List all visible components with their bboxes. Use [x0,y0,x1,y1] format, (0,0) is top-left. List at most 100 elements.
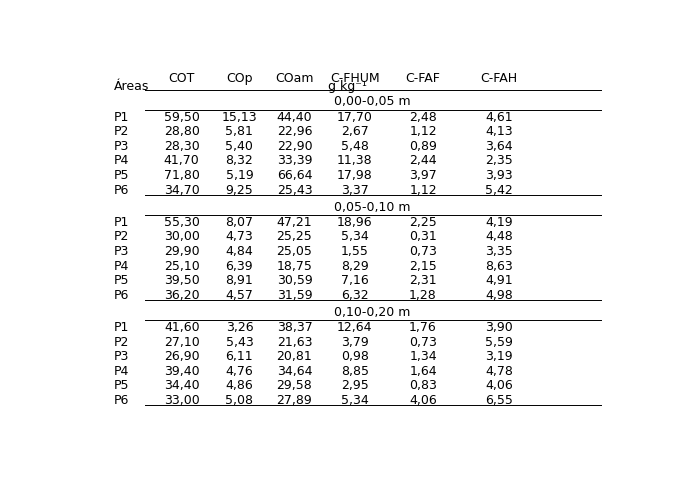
Text: 25,25: 25,25 [277,230,312,244]
Text: P2: P2 [114,230,129,244]
Text: 1,12: 1,12 [409,184,437,196]
Text: C-FHUM: C-FHUM [330,72,380,85]
Text: 25,43: 25,43 [277,184,312,196]
Text: 2,25: 2,25 [409,216,437,229]
Text: 2,48: 2,48 [409,111,437,124]
Text: 5,34: 5,34 [341,230,369,244]
Text: 34,64: 34,64 [277,365,312,378]
Text: 1,76: 1,76 [409,321,437,334]
Text: 4,98: 4,98 [485,289,513,301]
Text: P2: P2 [114,335,129,349]
Text: 0,73: 0,73 [409,245,437,258]
Text: P4: P4 [114,155,129,167]
Text: 1,28: 1,28 [409,289,437,301]
Text: 26,90: 26,90 [164,350,200,363]
Text: 8,07: 8,07 [225,216,253,229]
Text: 5,59: 5,59 [485,335,513,349]
Text: 4,84: 4,84 [225,245,253,258]
Text: P5: P5 [114,379,129,392]
Text: 3,35: 3,35 [485,245,513,258]
Text: 5,40: 5,40 [225,140,253,153]
Text: 6,32: 6,32 [341,289,369,301]
Text: P6: P6 [114,289,129,301]
Text: 2,35: 2,35 [485,155,513,167]
Text: 0,00-0,05 m: 0,00-0,05 m [334,95,410,109]
Text: 18,96: 18,96 [337,216,372,229]
Text: 8,85: 8,85 [341,365,369,378]
Text: P5: P5 [114,274,129,287]
Text: 18,75: 18,75 [277,260,312,273]
Text: P6: P6 [114,394,129,407]
Text: 0,73: 0,73 [409,335,437,349]
Text: 2,31: 2,31 [409,274,437,287]
Text: 28,80: 28,80 [164,125,200,138]
Text: 27,89: 27,89 [277,394,312,407]
Text: 33,00: 33,00 [164,394,200,407]
Text: 5,48: 5,48 [341,140,369,153]
Text: g kg⁻¹: g kg⁻¹ [328,80,366,93]
Text: 0,10-0,20 m: 0,10-0,20 m [334,306,410,319]
Text: 15,13: 15,13 [221,111,257,124]
Text: 0,83: 0,83 [409,379,437,392]
Text: 7,16: 7,16 [341,274,369,287]
Text: C-FAH: C-FAH [481,72,518,85]
Text: 17,70: 17,70 [337,111,373,124]
Text: 4,19: 4,19 [485,216,513,229]
Text: 5,19: 5,19 [225,169,253,182]
Text: 71,80: 71,80 [164,169,200,182]
Text: 1,64: 1,64 [409,365,437,378]
Text: 17,98: 17,98 [337,169,373,182]
Text: 5,43: 5,43 [225,335,253,349]
Text: 30,00: 30,00 [164,230,200,244]
Text: 0,05-0,10 m: 0,05-0,10 m [334,201,410,214]
Text: 36,20: 36,20 [164,289,200,301]
Text: 3,79: 3,79 [341,335,369,349]
Text: 2,44: 2,44 [409,155,437,167]
Text: 4,78: 4,78 [485,365,513,378]
Text: 28,30: 28,30 [164,140,200,153]
Text: P1: P1 [114,216,129,229]
Text: 4,48: 4,48 [485,230,513,244]
Text: 34,70: 34,70 [164,184,200,196]
Text: 39,50: 39,50 [164,274,200,287]
Text: 29,58: 29,58 [277,379,312,392]
Text: 38,37: 38,37 [277,321,312,334]
Text: 3,19: 3,19 [485,350,513,363]
Text: 3,37: 3,37 [341,184,369,196]
Text: 4,13: 4,13 [485,125,513,138]
Text: 2,67: 2,67 [341,125,369,138]
Text: 8,32: 8,32 [225,155,253,167]
Text: 3,90: 3,90 [485,321,513,334]
Text: 44,40: 44,40 [277,111,312,124]
Text: 4,86: 4,86 [225,379,253,392]
Text: 0,89: 0,89 [409,140,437,153]
Text: 12,64: 12,64 [337,321,372,334]
Text: 1,12: 1,12 [409,125,437,138]
Text: 25,10: 25,10 [164,260,200,273]
Text: 4,61: 4,61 [485,111,513,124]
Text: P6: P6 [114,184,129,196]
Text: 4,57: 4,57 [225,289,253,301]
Text: P4: P4 [114,365,129,378]
Text: 4,91: 4,91 [485,274,513,287]
Text: 29,90: 29,90 [164,245,200,258]
Text: P1: P1 [114,111,129,124]
Text: 3,97: 3,97 [409,169,437,182]
Text: 8,91: 8,91 [225,274,253,287]
Text: 39,40: 39,40 [164,365,200,378]
Text: P2: P2 [114,125,129,138]
Text: 0,98: 0,98 [341,350,369,363]
Text: P3: P3 [114,140,129,153]
Text: 6,11: 6,11 [225,350,253,363]
Text: 8,63: 8,63 [485,260,513,273]
Text: C-FAF: C-FAF [406,72,441,85]
Text: 47,21: 47,21 [277,216,312,229]
Text: 5,42: 5,42 [485,184,513,196]
Text: 8,29: 8,29 [341,260,369,273]
Text: 20,81: 20,81 [277,350,312,363]
Text: 1,34: 1,34 [409,350,437,363]
Text: 9,25: 9,25 [225,184,253,196]
Text: P3: P3 [114,350,129,363]
Text: 21,63: 21,63 [277,335,312,349]
Text: 27,10: 27,10 [164,335,200,349]
